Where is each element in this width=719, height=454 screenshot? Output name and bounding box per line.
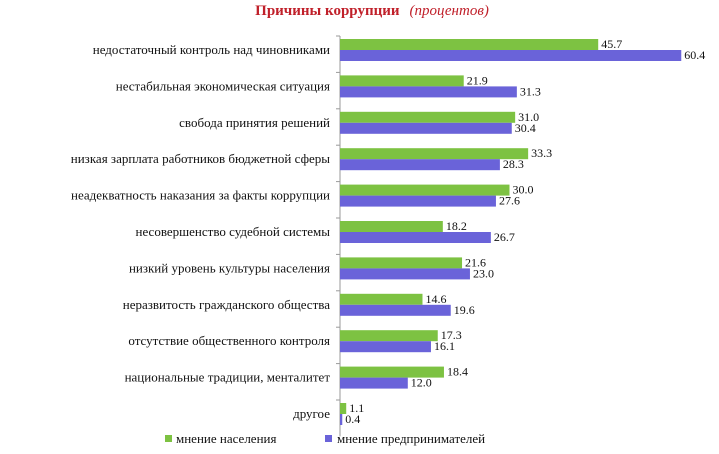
bar-entrepreneurs <box>340 268 470 280</box>
bar-population <box>340 111 516 123</box>
bar-population <box>340 39 599 50</box>
data-label-population: 21.6 <box>465 255 486 269</box>
bars-layer <box>340 39 682 425</box>
bar-population <box>340 257 463 269</box>
data-label-entrepreneurs: 27.6 <box>499 194 520 208</box>
axis-layer <box>336 35 341 437</box>
data-label-entrepreneurs: 28.3 <box>503 157 524 171</box>
legend-swatch-entrepreneurs <box>325 435 332 442</box>
bar-population <box>340 293 423 305</box>
category-label: свобода принятия решений <box>179 115 330 130</box>
bar-entrepreneurs <box>340 414 343 425</box>
category-label: другое <box>293 406 330 421</box>
bar-population <box>340 184 510 196</box>
bar-entrepreneurs <box>340 86 517 98</box>
data-label-entrepreneurs: 30.4 <box>515 121 536 135</box>
bar-population <box>340 403 347 414</box>
bar-entrepreneurs <box>340 232 491 243</box>
legend-swatch-population <box>165 435 172 442</box>
category-label: несовершенство судебной системы <box>136 224 331 239</box>
bar-population <box>340 148 529 160</box>
data-label-entrepreneurs: 16.1 <box>434 339 455 353</box>
category-label: неадекватность наказания за факты корруп… <box>71 188 330 203</box>
data-label-entrepreneurs: 31.3 <box>520 84 541 98</box>
data-label-population: 33.3 <box>531 146 552 160</box>
category-label: недостаточный контроль над чиновниками <box>93 42 330 57</box>
bar-entrepreneurs <box>340 159 500 171</box>
data-label-entrepreneurs: 60.4 <box>684 48 705 62</box>
data-label-entrepreneurs: 23.0 <box>473 266 494 280</box>
data-label-entrepreneurs: 12.0 <box>411 376 432 390</box>
chart-title: Причины коррупции (процентов) <box>255 2 489 19</box>
data-label-population: 18.2 <box>446 219 467 233</box>
bar-entrepreneurs <box>340 122 512 134</box>
bar-population <box>340 366 444 378</box>
chart-title-main: Причины коррупции <box>255 3 400 19</box>
legend-label-population: мнение населения <box>176 431 276 446</box>
category-label: низкий уровень культуры населения <box>129 260 330 275</box>
data-label-population: 30.0 <box>513 183 534 197</box>
data-label-population: 21.9 <box>467 73 488 87</box>
legend: мнение населения мнение предпринимателей <box>165 431 485 446</box>
category-label: нестабильная экономическая ситуация <box>116 78 330 93</box>
bar-entrepreneurs <box>340 195 496 207</box>
legend-label-entrepreneurs: мнение предпринимателей <box>337 431 485 446</box>
category-label: неразвитость гражданского общества <box>123 297 330 312</box>
data-label-entrepreneurs: 26.7 <box>494 230 515 244</box>
data-label-population: 45.7 <box>601 37 622 51</box>
data-label-population: 1.1 <box>349 401 364 415</box>
data-label-population: 17.3 <box>441 328 462 342</box>
data-label-entrepreneurs: 0.4 <box>345 412 360 426</box>
bar-entrepreneurs <box>340 377 408 389</box>
bar-population <box>340 75 464 87</box>
bar-entrepreneurs <box>340 50 682 61</box>
bar-population <box>340 221 443 232</box>
bar-population <box>340 330 438 342</box>
category-label: национальные традиции, менталитет <box>125 370 331 385</box>
category-label: отсутствие общественного контроля <box>128 333 330 348</box>
data-label-population: 31.0 <box>518 110 539 124</box>
data-label-entrepreneurs: 19.6 <box>454 303 475 317</box>
bar-entrepreneurs <box>340 341 431 353</box>
labels-layer: недостаточный контроль над чиновниками 45… <box>71 37 705 426</box>
data-label-population: 18.4 <box>447 365 468 379</box>
data-label-population: 14.6 <box>425 292 446 306</box>
bar-entrepreneurs <box>340 304 451 316</box>
category-label: низкая зарплата работников бюджетной сфе… <box>71 151 330 166</box>
chart-subtitle: (процентов) <box>410 3 489 19</box>
